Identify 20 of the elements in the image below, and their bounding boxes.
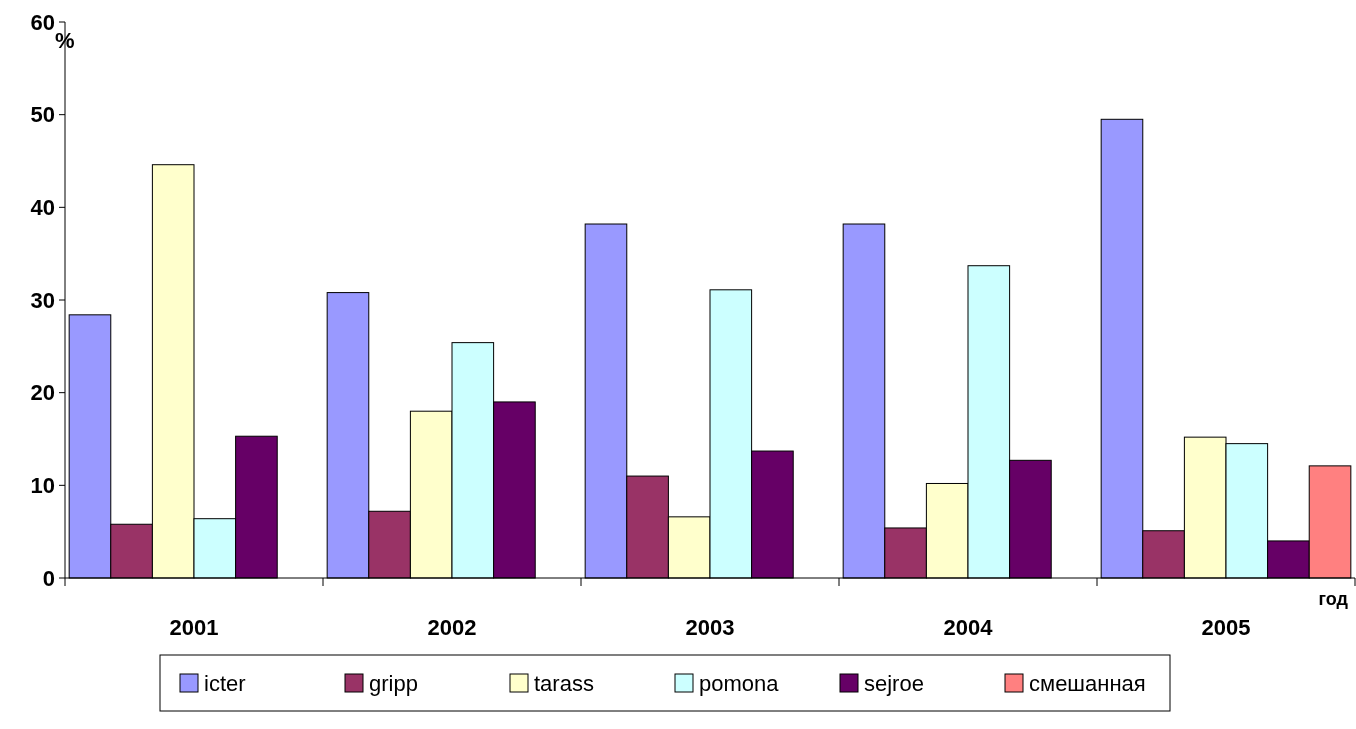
y-tick-label: 40 xyxy=(30,195,55,221)
legend-label: pomona xyxy=(699,670,780,696)
y-tick-label: 30 xyxy=(30,287,55,313)
y-tick-label: 0 xyxy=(42,565,55,591)
x-tick-label: 2004 xyxy=(943,615,994,640)
x-axis-title: год xyxy=(1318,589,1349,609)
y-tick-label: 20 xyxy=(30,380,55,406)
legend-label: tarass xyxy=(534,670,594,696)
legend-label: смешанная xyxy=(1029,670,1146,696)
x-tick-label: 2005 xyxy=(1201,615,1251,640)
y-axis-title: % xyxy=(55,28,75,53)
x-tick-label: 2001 xyxy=(169,615,219,640)
y-tick-label: 60 xyxy=(30,9,55,35)
legend-label: icter xyxy=(204,670,246,696)
legend-label: gripp xyxy=(369,670,418,696)
legend-label: sejroe xyxy=(864,670,924,696)
x-tick-label: 2003 xyxy=(685,615,735,640)
y-tick-label: 10 xyxy=(30,473,55,499)
y-tick-label: 50 xyxy=(30,102,55,128)
x-tick-label: 2002 xyxy=(427,615,477,640)
